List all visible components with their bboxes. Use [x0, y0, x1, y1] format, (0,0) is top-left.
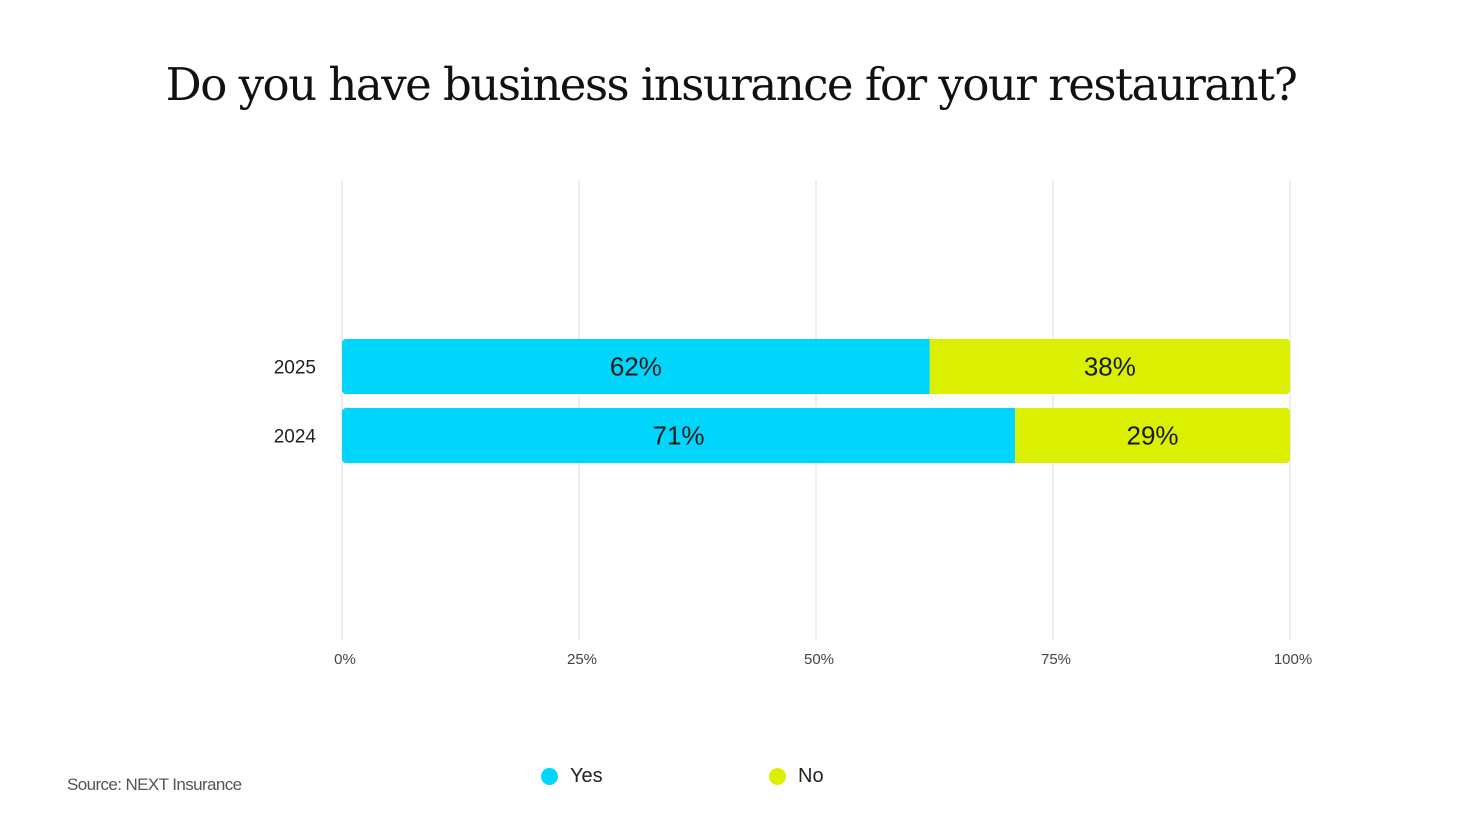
bars — [342, 339, 1290, 463]
source-note: Source: NEXT Insurance — [67, 775, 242, 794]
legend-swatch-yes — [541, 767, 558, 785]
data-label: 38% — [1084, 352, 1136, 382]
legend-label-no: No — [798, 764, 824, 787]
chart-title: Do you have business insurance for your … — [165, 58, 1298, 111]
data-label: 62% — [610, 352, 662, 382]
bar-yes-2024 — [342, 408, 1016, 463]
legend-swatch-no — [769, 767, 786, 785]
x-tick-label: 25% — [567, 651, 597, 668]
data-label: 29% — [1127, 421, 1179, 451]
legend-label-yes: Yes — [570, 764, 603, 787]
y-category-label: 2024 — [274, 427, 317, 448]
y-category-label: 2025 — [274, 358, 316, 379]
x-tick-label: 75% — [1041, 651, 1071, 668]
x-tick-label: 0% — [334, 651, 356, 668]
bar-no-2024 — [1015, 408, 1290, 463]
legend-item-yes: Yes — [541, 764, 603, 788]
bar-yes-2025 — [342, 339, 930, 394]
x-tick-label: 100% — [1274, 651, 1312, 668]
legend-item-no: No — [769, 764, 824, 788]
labels: 0% 25% 50% 75% 100% 2025 62% 38% 2024 71% 29% — [274, 352, 1312, 669]
bar-no-2025 — [929, 339, 1290, 394]
data-label: 71% — [653, 421, 705, 451]
x-tick-label: 50% — [804, 651, 834, 668]
